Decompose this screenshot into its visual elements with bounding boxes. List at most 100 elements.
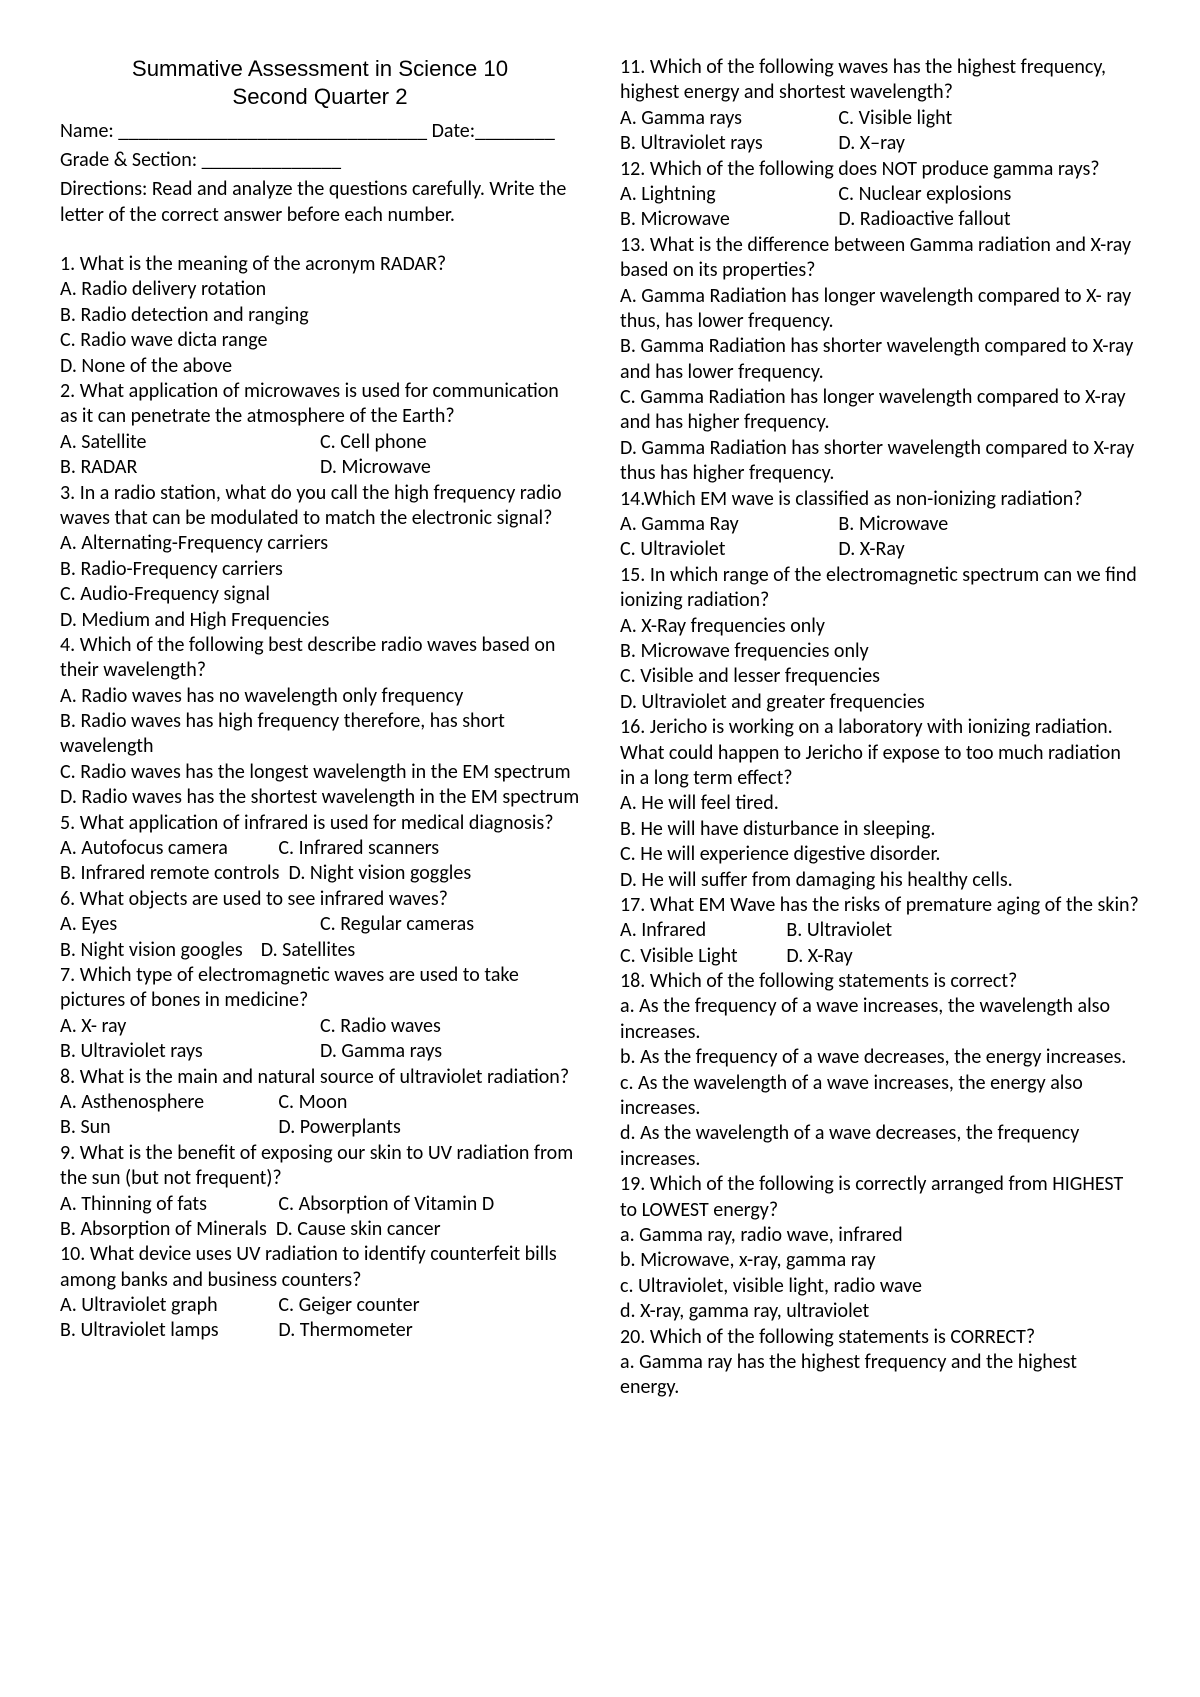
name-date-line: Name: _______________________________ Da… xyxy=(60,119,580,144)
option: D. Powerplants xyxy=(278,1115,580,1140)
option: A. X- ray xyxy=(60,1014,320,1039)
option: C. Regular cameras xyxy=(320,912,580,937)
option: C. Radio wave dicta range xyxy=(60,328,580,353)
option: C. Cell phone xyxy=(320,430,580,455)
question-11: 11. Which of the following waves has the… xyxy=(620,55,1140,157)
question-17: 17. What EM Wave has the risks of premat… xyxy=(620,893,1140,969)
option: A. Lightning xyxy=(620,182,838,207)
option: D. Microwave xyxy=(320,455,580,480)
question-13: 13. What is the difference between Gamma… xyxy=(620,233,1140,487)
q-text: 13. What is the difference between Gamma… xyxy=(620,233,1140,284)
option: D. Gamma Radiation has shorter wavelengt… xyxy=(620,436,1140,487)
option: D. Cause skin cancer xyxy=(276,1217,441,1241)
option: A. X-Ray frequencies only xyxy=(620,614,1140,639)
q-text: 11. Which of the following waves has the… xyxy=(620,55,1140,106)
q-text: 6. What objects are used to see infrared… xyxy=(60,887,580,912)
option: B. Radio detection and ranging xyxy=(60,303,580,328)
left-column: Summative Assessment in Science 10 Secon… xyxy=(60,55,580,1401)
option: A. Autofocus camera xyxy=(60,836,278,861)
q-text: 9. What is the benefit of exposing our s… xyxy=(60,1141,580,1192)
two-column-layout: Summative Assessment in Science 10 Secon… xyxy=(60,55,1140,1401)
question-2: 2. What application of microwaves is use… xyxy=(60,379,580,481)
option: D. None of the above xyxy=(60,354,580,379)
question-9: 9. What is the benefit of exposing our s… xyxy=(60,1141,580,1243)
option: C. He will experience digestive disorder… xyxy=(620,842,1140,867)
option: A. Alternating-Frequency carriers xyxy=(60,531,580,556)
option: b. Microwave, x-ray, gamma ray xyxy=(620,1248,1140,1273)
option: A. Gamma Ray xyxy=(620,512,838,537)
option: D. Thermometer xyxy=(278,1318,580,1343)
option: C. Absorption of Vitamin D xyxy=(278,1192,580,1217)
option: A. Gamma rays xyxy=(620,106,838,131)
option: B. Microwave frequencies only xyxy=(620,639,1140,664)
q-text: 17. What EM Wave has the risks of premat… xyxy=(620,893,1140,918)
option: C. Ultraviolet xyxy=(620,537,838,562)
option: A. Asthenosphere xyxy=(60,1090,278,1115)
q-text: 1. What is the meaning of the acronym RA… xyxy=(60,252,580,277)
name-field: Name: _______________________________ xyxy=(60,119,427,143)
option: B. Radio waves has high frequency theref… xyxy=(60,709,580,760)
question-6: 6. What objects are used to see infrared… xyxy=(60,887,580,963)
option: D. Gamma rays xyxy=(320,1039,580,1064)
option: B. Gamma Radiation has shorter wavelengt… xyxy=(620,334,1140,385)
q-text: 15. In which range of the electromagneti… xyxy=(620,563,1140,614)
option: C. Moon xyxy=(278,1090,580,1115)
grade-section-line: Grade & Section: ______________ xyxy=(60,148,580,173)
option: C. Radio waves xyxy=(320,1014,580,1039)
q-text: 7. Which type of electromagnetic waves a… xyxy=(60,963,580,1014)
question-4: 4. Which of the following best describe … xyxy=(60,633,580,811)
right-column: 11. Which of the following waves has the… xyxy=(620,55,1140,1401)
option: B. Absorption of Minerals xyxy=(60,1217,267,1241)
question-15: 15. In which range of the electromagneti… xyxy=(620,563,1140,715)
date-field: Date:________ xyxy=(432,119,555,143)
option: A. Satellite xyxy=(60,430,320,455)
option: B. Ultraviolet rays xyxy=(60,1039,320,1064)
option: C. Geiger counter xyxy=(278,1293,580,1318)
q-text: 18. Which of the following statements is… xyxy=(620,969,1140,994)
q-text: 19. Which of the following is correctly … xyxy=(620,1172,1140,1223)
q-text: 12. Which of the following does NOT prod… xyxy=(620,157,1140,182)
option: A. Radio delivery rotation xyxy=(60,277,580,302)
option: C. Visible Light xyxy=(620,944,786,969)
option: B. Microwave xyxy=(620,207,838,232)
option: C. Visible light xyxy=(838,106,1140,131)
option: A. Thinning of fats xyxy=(60,1192,278,1217)
option: a. As the frequency of a wave increases,… xyxy=(620,994,1140,1045)
option: C. Nuclear explosions xyxy=(838,182,1140,207)
option: C. Infrared scanners xyxy=(278,836,580,861)
option: B. Ultraviolet lamps xyxy=(60,1318,278,1343)
question-3: 3. In a radio station, what do you call … xyxy=(60,481,580,633)
option: B. He will have disturbance in sleeping. xyxy=(620,817,1140,842)
option: d. As the wavelength of a wave decreases… xyxy=(620,1121,1140,1172)
assessment-title: Summative Assessment in Science 10 Secon… xyxy=(60,55,580,111)
option: A. Eyes xyxy=(60,912,320,937)
option: A. Gamma Radiation has longer wavelength… xyxy=(620,284,1140,335)
question-7: 7. Which type of electromagnetic waves a… xyxy=(60,963,580,1065)
option: B. RADAR xyxy=(60,455,320,480)
option: A. He will feel tired. xyxy=(620,791,1140,816)
question-10: 10. What device uses UV radiation to ide… xyxy=(60,1242,580,1344)
option: B. Sun xyxy=(60,1115,278,1140)
option: D. Satellites xyxy=(261,938,355,962)
q-text: 4. Which of the following best describe … xyxy=(60,633,580,684)
option: C. Audio-Frequency signal xyxy=(60,582,580,607)
option: D. Radio waves has the shortest waveleng… xyxy=(60,785,580,810)
question-8: 8. What is the main and natural source o… xyxy=(60,1065,580,1141)
option: B. Night vision googles xyxy=(60,938,243,962)
option: D. He will suffer from damaging his heal… xyxy=(620,868,1140,893)
question-14: 14.Which EM wave is classified as non-io… xyxy=(620,487,1140,563)
option: D. X-Ray xyxy=(786,944,1140,969)
title-line-1: Summative Assessment in Science 10 xyxy=(60,55,580,83)
question-16: 16. Jericho is working on a laboratory w… xyxy=(620,715,1140,893)
q-text: 10. What device uses UV radiation to ide… xyxy=(60,1242,580,1293)
directions-text: Directions: Read and analyze the questio… xyxy=(60,177,580,228)
option: D. X-Ray xyxy=(838,537,1140,562)
q-text: 8. What is the main and natural source o… xyxy=(60,1065,580,1090)
option: A. Infrared xyxy=(620,918,786,943)
page: Summative Assessment in Science 10 Secon… xyxy=(0,0,1200,1441)
option: D. X–ray xyxy=(838,131,1140,156)
question-1: 1. What is the meaning of the acronym RA… xyxy=(60,252,580,379)
option: D. Ultraviolet and greater frequencies xyxy=(620,690,1140,715)
q-text: 2. What application of microwaves is use… xyxy=(60,379,580,430)
option: a. Gamma ray has the highest frequency a… xyxy=(620,1350,1140,1401)
